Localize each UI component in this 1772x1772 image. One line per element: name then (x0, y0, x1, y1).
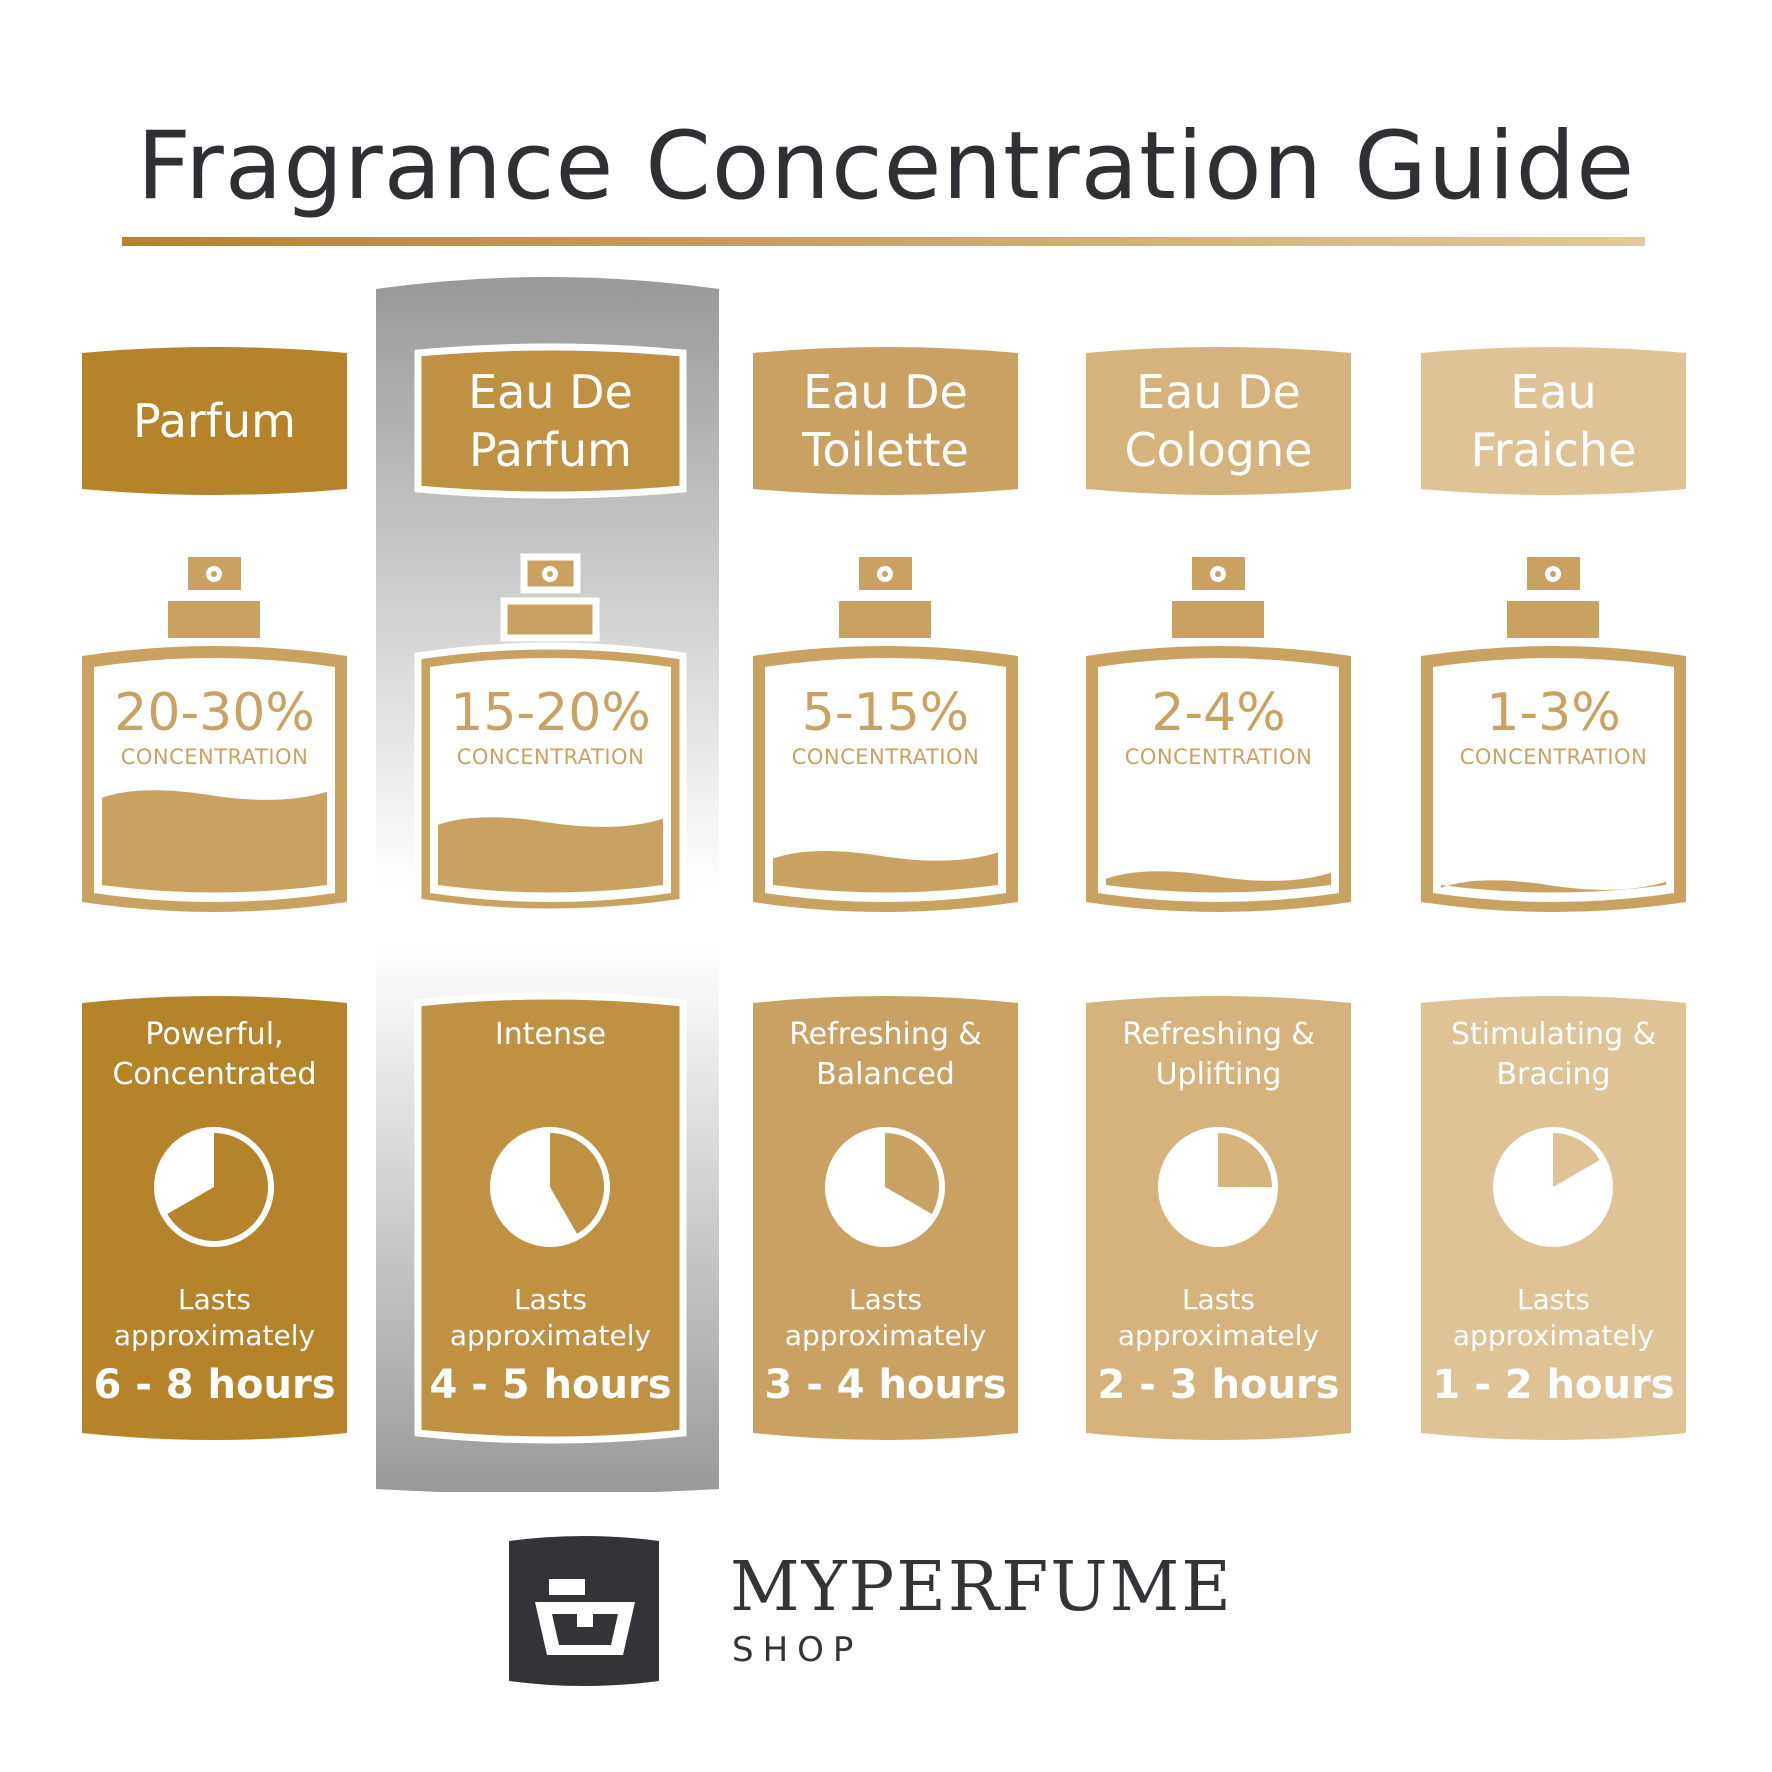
type-label: Eau De Cologne (1086, 345, 1351, 497)
approx-label: approximately (449, 1319, 652, 1352)
type-label: Eau De Toilette (753, 345, 1018, 497)
type-label-line: Parfum (133, 394, 296, 448)
approx-label: approximately (1452, 1319, 1655, 1352)
title-underline (122, 237, 1645, 246)
column-2: Eau De Toilette 5-15% CONCENTRATION Refre… (753, 0, 1018, 1500)
column-3: Eau De Cologne 2-4% CONCENTRATION Refresh… (1086, 0, 1351, 1500)
concentration-label: CONCENTRATION (120, 745, 309, 769)
clock-pie-icon (1158, 1127, 1278, 1247)
approx-label: approximately (113, 1319, 316, 1352)
lasts-text: Lasts approximately (1421, 1282, 1686, 1354)
descriptor-line: Uplifting (1155, 1057, 1282, 1092)
lasts-text: Lasts approximately (418, 1282, 683, 1354)
liquid-fill (438, 817, 663, 893)
label-box (1421, 347, 1686, 495)
type-label-line: Eau (1510, 365, 1597, 419)
approx-label: approximately (1117, 1319, 1320, 1352)
column-1: Eau De Parfum 15-20% CONCENTRATION Intens… (414, 0, 687, 1500)
liquid-fill (1106, 871, 1331, 893)
descriptor: Powerful, Concentrated (82, 1015, 347, 1095)
label-box (753, 347, 1018, 495)
lasts-text: Lasts approximately (753, 1282, 1018, 1354)
concentration-label: CONCENTRATION (1124, 745, 1313, 769)
perfume-bottle-icon (1421, 557, 1686, 912)
type-label: Eau De Parfum (418, 345, 683, 497)
concentration-value: 20-30% (114, 683, 315, 743)
perfume-bottle-icon (1086, 557, 1351, 912)
duration-sector (167, 1133, 268, 1241)
duration-hours: 1 - 2 hours (1432, 1362, 1675, 1408)
concentration-value: 1-3% (1486, 683, 1621, 743)
descriptor-line: Refreshing & (789, 1017, 982, 1052)
descriptor: Refreshing & Balanced (753, 1015, 1018, 1095)
logo-bottle-icon (509, 1536, 659, 1686)
concentration-value: 2-4% (1151, 683, 1286, 743)
descriptor-line: Balanced (816, 1057, 955, 1092)
lasts-text: Lasts approximately (82, 1282, 347, 1354)
descriptor-line: Stimulating & (1450, 1017, 1657, 1052)
descriptor-line: Powerful, (145, 1017, 284, 1052)
logo-brand: MYPERFUME (730, 1548, 1233, 1627)
column-4: Eau Fraiche 1-3% CONCENTRATION Stimulatin… (1421, 0, 1686, 1500)
lasts-text: Lasts approximately (1086, 1282, 1351, 1354)
type-label-line: Toilette (802, 423, 969, 477)
perfume-bottle-icon (82, 557, 347, 912)
liquid-fill (102, 790, 327, 893)
descriptor: Refreshing & Uplifting (1086, 1015, 1351, 1095)
descriptor: Intense (418, 1015, 683, 1055)
type-label-line: Eau De (1136, 365, 1301, 419)
descriptor-line: Refreshing & (1122, 1017, 1315, 1052)
type-label-line: Eau De (468, 365, 633, 419)
liquid-fill (1441, 880, 1666, 893)
approx-label: approximately (784, 1319, 987, 1352)
perfume-bottle-icon (414, 553, 687, 916)
duration-sector (550, 1133, 605, 1234)
lasts-label: Lasts (514, 1283, 587, 1316)
concentration-label: CONCENTRATION (791, 745, 980, 769)
type-label: Parfum (82, 345, 347, 497)
clock-pie-icon (154, 1127, 274, 1247)
concentration-label: CONCENTRATION (456, 745, 645, 769)
descriptor: Stimulating & Bracing (1421, 1015, 1686, 1095)
clock-pie-icon (825, 1127, 945, 1247)
concentration-value: 15-20% (450, 683, 651, 743)
descriptor-line: Concentrated (112, 1057, 317, 1092)
type-label-line: Cologne (1124, 423, 1313, 477)
label-box (1086, 347, 1351, 495)
type-label-line: Parfum (469, 423, 632, 477)
type-label: Eau Fraiche (1421, 345, 1686, 497)
lasts-label: Lasts (1182, 1283, 1255, 1316)
duration-sector (885, 1133, 939, 1214)
concentration-label: CONCENTRATION (1459, 745, 1648, 769)
page-title: Fragrance Concentration Guide (136, 112, 1636, 221)
duration-sector (1218, 1133, 1272, 1187)
type-label-line: Eau De (803, 365, 968, 419)
clock-pie-icon (1493, 1127, 1613, 1247)
label-box (82, 347, 347, 495)
lasts-label: Lasts (849, 1283, 922, 1316)
lasts-label: Lasts (1517, 1283, 1590, 1316)
clock-pie-icon (490, 1127, 610, 1247)
descriptor-line: Bracing (1496, 1057, 1611, 1092)
perfume-bottle-icon (753, 557, 1018, 912)
duration-hours: 2 - 3 hours (1097, 1362, 1340, 1408)
type-label-line: Fraiche (1470, 423, 1637, 477)
logo-sub: SHOP (732, 1630, 863, 1670)
concentration-value: 5-15% (801, 683, 970, 743)
duration-sector (1553, 1133, 1600, 1187)
duration-hours: 6 - 8 hours (93, 1362, 336, 1408)
duration-hours: 4 - 5 hours (429, 1362, 672, 1408)
duration-hours: 3 - 4 hours (764, 1362, 1007, 1408)
descriptor-line: Intense (494, 1017, 607, 1052)
lasts-label: Lasts (178, 1283, 251, 1316)
liquid-fill (773, 850, 998, 893)
label-box (414, 343, 687, 499)
column-0: Parfum 20-30% CONCENTRATION Powerful, Con… (82, 0, 347, 1500)
